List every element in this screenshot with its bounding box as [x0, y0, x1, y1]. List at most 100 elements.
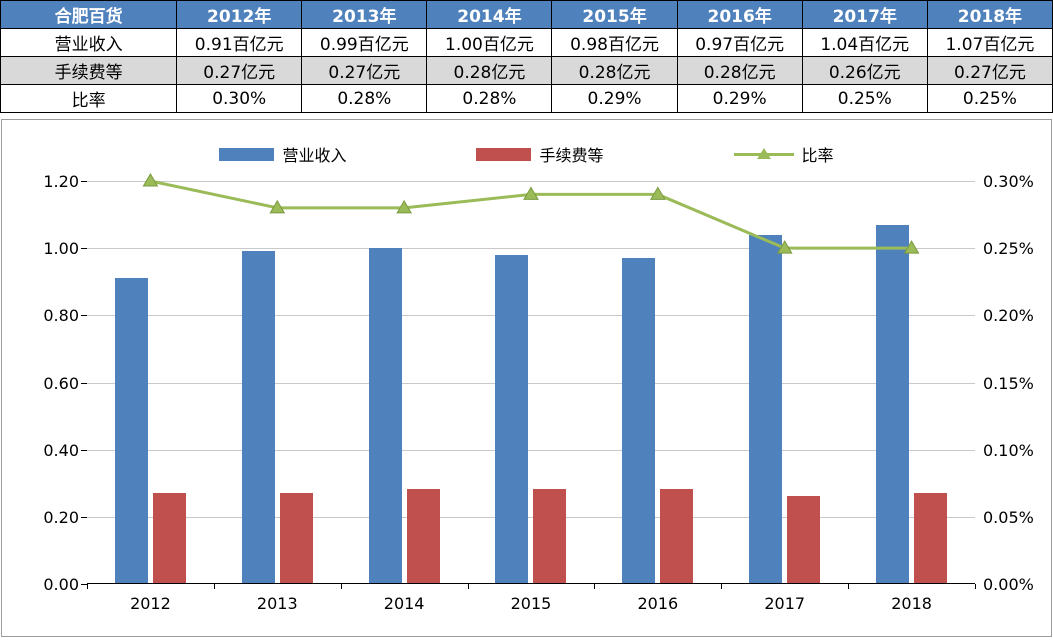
- legend-item[interactable]: 比率: [733, 142, 834, 166]
- bar-营业收入: [368, 248, 402, 583]
- x-axis-label: 2018: [891, 594, 932, 613]
- table-cell[interactable]: 0.26亿元: [801, 56, 928, 85]
- bar-营业收入: [749, 234, 783, 583]
- bar-group: [468, 181, 595, 583]
- y-axis-label-right: 0.10%: [983, 440, 1034, 460]
- ratio-line-layer: [142, 173, 920, 254]
- legend-swatch-手续费等: [476, 147, 532, 161]
- bar-营业收入: [114, 278, 148, 583]
- legend-label: 手续费等: [539, 146, 604, 165]
- table-header-cell[interactable]: 2016年: [676, 0, 803, 29]
- table-cell[interactable]: 0.99百亿元: [301, 28, 428, 57]
- row-label-cell[interactable]: 比率: [0, 84, 178, 113]
- legend-label: 营业收入: [282, 146, 347, 165]
- y-axis-tick: [81, 516, 87, 518]
- legend-item[interactable]: 手续费等: [476, 142, 604, 166]
- data-table: 合肥百货 2012年 2013年 2014年 2015年 2016年 2017年 2018年 …: [0, 0, 1053, 113]
- table-cell[interactable]: 0.27亿元: [301, 56, 428, 85]
- table-cell[interactable]: 0.97百亿元: [676, 28, 803, 57]
- ratio-marker: [396, 199, 413, 214]
- table-cell[interactable]: 0.28%: [301, 84, 428, 113]
- row-label-cell[interactable]: 营业收入: [0, 28, 178, 57]
- x-axis-tick: [848, 584, 850, 589]
- table-cell[interactable]: 0.27亿元: [926, 56, 1053, 85]
- x-axis-tick: [340, 584, 342, 589]
- legend-item[interactable]: 营业收入: [219, 142, 346, 166]
- x-axis-tick: [721, 584, 723, 589]
- table-cell[interactable]: 0.28亿元: [676, 56, 803, 85]
- plot-area: [81, 173, 976, 589]
- table-cell[interactable]: 0.28亿元: [551, 56, 678, 85]
- y-axis-label-left: 0.60: [43, 373, 79, 393]
- table-header-cell[interactable]: 2014年: [426, 0, 553, 29]
- gridline: [87, 315, 975, 317]
- bar-手续费等: [406, 489, 440, 583]
- table-head: 合肥百货 2012年 2013年 2014年 2015年 2016年 2017年 2018年: [0, 0, 1053, 29]
- table-cell[interactable]: 0.30%: [176, 84, 303, 113]
- bar-group: [87, 181, 214, 583]
- y-axis-tick: [81, 315, 87, 317]
- x-axis-label: 2012: [130, 594, 171, 613]
- gridline: [87, 449, 975, 451]
- legend-triangle-marker: [756, 148, 771, 159]
- table-cell[interactable]: 0.29%: [676, 84, 803, 113]
- bar-group: [341, 181, 468, 583]
- ratio-marker: [142, 173, 159, 187]
- row-label-cell[interactable]: 手续费等: [0, 56, 178, 85]
- y-axis-tick: [81, 584, 87, 585]
- chart-panel: 营业收入 手续费等 比率 0.00 0.20 0.40 0.60 0.80 1.00 1.20 …: [1, 119, 1052, 637]
- table-cell[interactable]: 0.98百亿元: [551, 28, 678, 57]
- y-axis-tick: [81, 181, 87, 182]
- y-axis-label-left: 0.80: [43, 306, 79, 326]
- y-axis-label-right: 0.05%: [983, 507, 1034, 527]
- table-body: 营业收入 0.91百亿元 0.99百亿元 1.00百亿元 0.98百亿元 0.97百亿元 1…: [0, 28, 1053, 113]
- ratio-marker: [649, 186, 666, 200]
- legend-line-swatch: [733, 147, 794, 161]
- y-axis-label-right: 0.30%: [983, 172, 1034, 191]
- gridline: [87, 382, 975, 384]
- table-row: 营业收入 0.91百亿元 0.99百亿元 1.00百亿元 0.98百亿元 0.97百亿元 1…: [0, 28, 1053, 57]
- y-axis-label-left: 1.00: [43, 239, 79, 259]
- table-cell[interactable]: 0.29%: [551, 84, 678, 113]
- table-cell[interactable]: 0.27亿元: [176, 56, 303, 85]
- table-header-cell[interactable]: 2017年: [801, 0, 928, 29]
- table-header-row: 合肥百货 2012年 2013年 2014年 2015年 2016年 2017年 2018年: [0, 0, 1053, 29]
- x-axis-tick: [467, 584, 469, 589]
- table-cell[interactable]: 0.28亿元: [426, 56, 553, 85]
- x-axis-label: 2017: [764, 594, 806, 613]
- bar-手续费等: [152, 492, 186, 583]
- gridline: [87, 516, 975, 518]
- y-axis-label-left: 0.00: [43, 575, 79, 594]
- table-cell[interactable]: 1.07百亿元: [926, 28, 1053, 57]
- bar-营业收入: [622, 258, 656, 583]
- ratio-marker: [523, 186, 539, 200]
- table-row: 手续费等 0.27亿元 0.27亿元 0.28亿元 0.28亿元 0.28亿元 0.26亿元…: [0, 56, 1053, 85]
- table-header-cell[interactable]: 2013年: [301, 0, 428, 29]
- bar-group: [848, 181, 975, 583]
- table-header-cell[interactable]: 2015年: [551, 0, 678, 29]
- x-axis-tick: [87, 584, 88, 589]
- table-corner-cell[interactable]: 合肥百货: [0, 0, 178, 29]
- bar-手续费等: [787, 495, 821, 583]
- y-axis-label-right: 0.20%: [983, 306, 1034, 326]
- bar-手续费等: [279, 492, 313, 583]
- y-axis-label-right: 0.25%: [983, 239, 1034, 259]
- bar-group: [214, 181, 341, 583]
- table-header-cell[interactable]: 2018年: [926, 0, 1053, 29]
- bar-手续费等: [914, 492, 948, 583]
- x-axis-label: 2014: [383, 594, 425, 613]
- bar-手续费等: [533, 489, 567, 583]
- table-cell[interactable]: 0.28%: [426, 84, 553, 113]
- table-header-cell[interactable]: 2012年: [176, 0, 303, 29]
- gridline: [87, 181, 975, 182]
- table-cell[interactable]: 0.91百亿元: [176, 28, 303, 57]
- y-axis-label-left: 1.20: [43, 172, 79, 191]
- y-axis-label-right: 0.15%: [983, 373, 1034, 393]
- table-cell[interactable]: 1.00百亿元: [426, 28, 553, 57]
- ratio-marker: [269, 199, 286, 214]
- bar-营业收入: [241, 251, 275, 583]
- table-cell[interactable]: 1.04百亿元: [801, 28, 928, 57]
- table-cell[interactable]: 0.25%: [926, 84, 1053, 113]
- x-axis-tick: [594, 584, 596, 589]
- table-cell[interactable]: 0.25%: [801, 84, 928, 113]
